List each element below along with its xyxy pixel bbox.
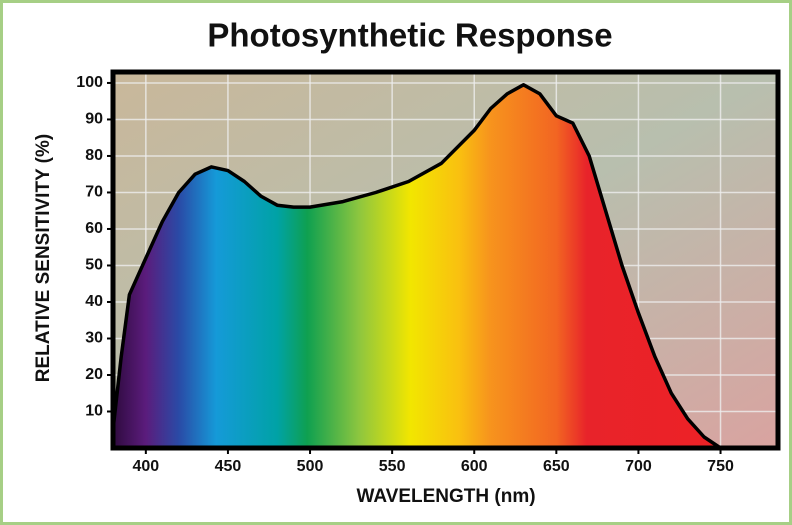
x-tick-label: 550 [379, 458, 406, 475]
y-tick-label: 30 [85, 330, 103, 347]
x-tick-label: 650 [543, 458, 570, 475]
x-axis-label: WAVELENGTH (nm) [356, 486, 535, 507]
x-tick-label: 600 [461, 458, 488, 475]
area-line [111, 83, 722, 450]
y-tick-label: 60 [85, 220, 103, 237]
chart-title: Photosynthetic Response [207, 17, 612, 54]
y-tick-label: 20 [85, 366, 103, 383]
x-tick-label: 500 [297, 458, 324, 475]
x-tick-label: 450 [215, 458, 242, 475]
y-tick-label: 40 [85, 293, 103, 310]
y-tick-label: 10 [85, 403, 103, 420]
y-axis-label: RELATIVE SENSITIVITY (%) [33, 134, 54, 382]
x-tick-label: 700 [625, 458, 652, 475]
y-tick-label: 100 [76, 74, 103, 91]
y-tick-label: 90 [85, 111, 103, 128]
y-tick-label: 80 [85, 147, 103, 164]
area-fill [113, 84, 721, 449]
x-tick-label: 400 [132, 458, 159, 475]
y-tick-label: 50 [85, 257, 103, 274]
y-tick-label: 70 [85, 184, 103, 201]
plot-frame [110, 69, 781, 451]
x-tick-label: 750 [707, 458, 734, 475]
